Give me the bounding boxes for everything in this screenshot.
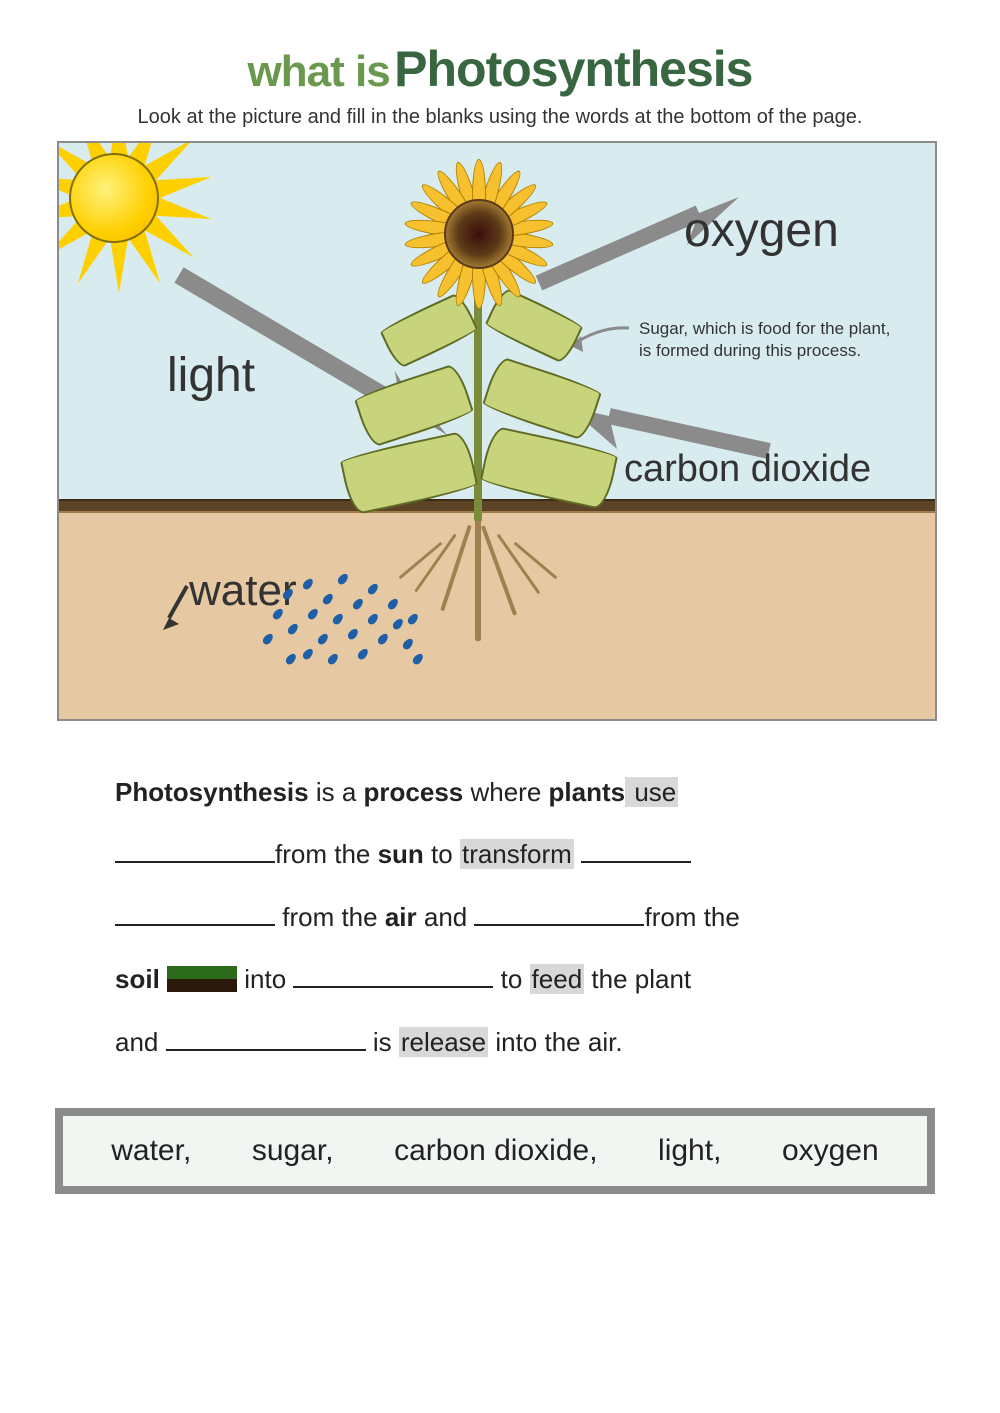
bold-word: process (364, 777, 464, 807)
word-bank-item: light, (658, 1134, 721, 1168)
grass-icon (167, 966, 237, 992)
text-segment: from the (644, 902, 739, 932)
title-part2: Photosynthesis (394, 41, 752, 97)
title-part1: what is (248, 47, 390, 96)
blank-field[interactable] (581, 837, 691, 863)
page-title: what is Photosynthesis (55, 40, 945, 98)
blank-field[interactable] (166, 1025, 366, 1051)
text-segment: to (424, 839, 460, 869)
fill-in-paragraph: Photosynthesis is a process where plants… (115, 761, 885, 1073)
sugar-note: Sugar, which is food for the plant, is f… (639, 318, 899, 362)
text-segment (574, 839, 581, 869)
text-segment: from the (275, 902, 385, 932)
label-light: light (167, 348, 255, 403)
bold-word: plants (549, 777, 626, 807)
sun-icon (57, 141, 189, 273)
sunflower-icon (414, 169, 544, 299)
blank-field[interactable] (293, 962, 493, 988)
flower-center (444, 199, 514, 269)
text-segment: and (115, 1027, 166, 1057)
blank-field[interactable] (474, 900, 644, 926)
instructions-text: Look at the picture and fill in the blan… (55, 106, 945, 129)
root (475, 521, 481, 641)
word-bank-item: sugar, (252, 1134, 334, 1168)
photosynthesis-diagram: light oxygen Sugar, which is food for th… (57, 141, 937, 721)
word-bank-item: water, (111, 1134, 191, 1168)
word-bank-item: carbon dioxide, (394, 1134, 597, 1168)
highlighted-word: feed (530, 964, 585, 994)
text-segment: the plant (584, 964, 691, 994)
soil-line (59, 501, 935, 511)
text-segment: is (366, 1027, 399, 1057)
text-segment: where (463, 777, 548, 807)
text-segment: to (493, 964, 529, 994)
word-bank: water, sugar, carbon dioxide, light, oxygen (55, 1108, 935, 1194)
bold-word: sun (378, 839, 424, 869)
text-segment: is a (309, 777, 364, 807)
label-oxygen: oxygen (684, 203, 839, 258)
text-segment: into the air. (488, 1027, 622, 1057)
blank-field[interactable] (115, 837, 275, 863)
text-segment: from the (275, 839, 378, 869)
blank-field[interactable] (115, 900, 275, 926)
bold-word: soil (115, 964, 160, 994)
text-segment: and (417, 902, 475, 932)
label-co2: carbon dioxide (624, 448, 871, 491)
highlighted-word: use (625, 777, 678, 807)
bold-word: Photosynthesis (115, 777, 309, 807)
highlighted-word: transform (460, 839, 574, 869)
text-segment: into (237, 964, 293, 994)
word-bank-item: oxygen (782, 1134, 879, 1168)
bold-word: air (385, 902, 417, 932)
highlighted-word: release (399, 1027, 488, 1057)
sun-core (69, 153, 159, 243)
